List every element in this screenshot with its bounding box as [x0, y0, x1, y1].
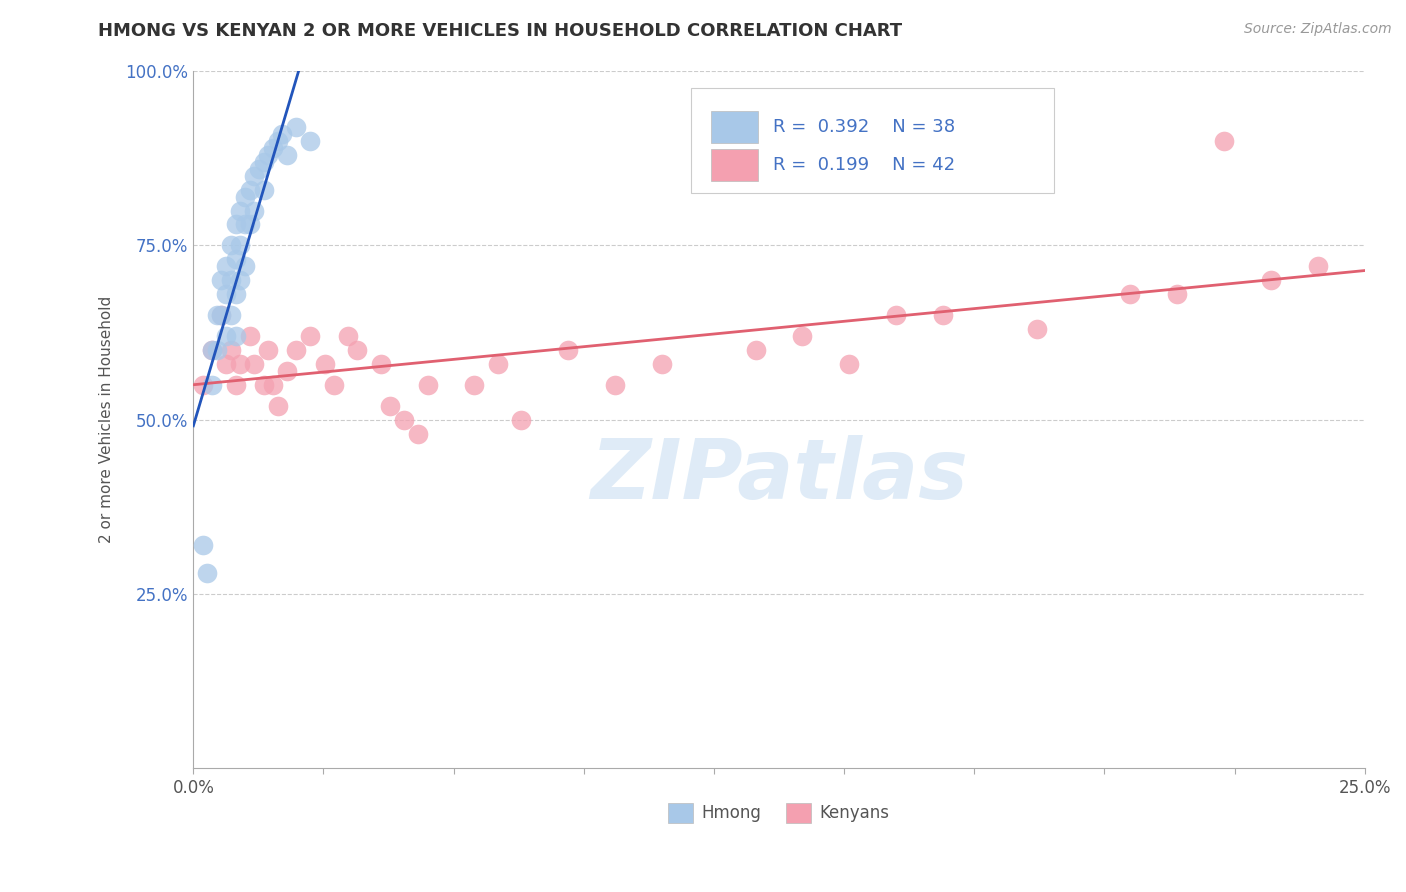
Legend: Hmong, Kenyans: Hmong, Kenyans	[662, 796, 897, 830]
Point	[201, 343, 224, 357]
FancyBboxPatch shape	[711, 112, 758, 143]
Point	[243, 169, 266, 183]
Point	[603, 377, 626, 392]
Point	[233, 189, 256, 203]
Point	[262, 141, 284, 155]
Point	[191, 377, 214, 392]
Point	[276, 147, 298, 161]
Point	[299, 134, 322, 148]
Point	[224, 329, 246, 343]
Point	[285, 343, 308, 357]
Point	[257, 147, 280, 161]
Text: ZIPatlas: ZIPatlas	[591, 435, 967, 516]
Point	[215, 329, 238, 343]
Point	[557, 343, 579, 357]
Point	[243, 203, 266, 218]
Point	[1213, 134, 1236, 148]
Point	[336, 329, 359, 343]
Point	[406, 426, 429, 441]
Point	[1119, 287, 1142, 301]
Point	[224, 252, 246, 267]
Point	[884, 308, 907, 322]
Point	[224, 287, 246, 301]
Point	[219, 273, 242, 287]
Point	[224, 218, 246, 232]
Point	[215, 287, 238, 301]
Point	[219, 343, 242, 357]
Point	[247, 161, 270, 176]
Point	[211, 308, 233, 322]
Point	[463, 377, 485, 392]
Text: Source: ZipAtlas.com: Source: ZipAtlas.com	[1244, 22, 1392, 37]
Point	[314, 357, 336, 371]
Point	[285, 120, 308, 134]
Point	[346, 343, 368, 357]
Point	[238, 218, 260, 232]
Point	[378, 399, 401, 413]
Point	[243, 357, 266, 371]
Point	[205, 343, 228, 357]
Point	[224, 377, 246, 392]
Point	[191, 538, 214, 552]
Point	[370, 357, 392, 371]
Y-axis label: 2 or more Vehicles in Household: 2 or more Vehicles in Household	[100, 296, 114, 543]
FancyBboxPatch shape	[692, 88, 1054, 193]
Text: R =  0.392    N = 38: R = 0.392 N = 38	[773, 118, 955, 136]
Point	[229, 238, 252, 252]
Point	[792, 329, 814, 343]
Point	[197, 566, 219, 580]
Point	[215, 260, 238, 274]
Point	[416, 377, 439, 392]
Point	[201, 343, 224, 357]
Point	[233, 218, 256, 232]
Point	[271, 127, 294, 141]
Point	[211, 273, 233, 287]
Point	[219, 308, 242, 322]
Point	[229, 357, 252, 371]
Point	[322, 377, 344, 392]
Point	[266, 134, 288, 148]
Point	[215, 357, 238, 371]
Point	[1166, 287, 1188, 301]
Point	[392, 412, 415, 426]
Point	[486, 357, 509, 371]
Point	[229, 203, 252, 218]
Point	[932, 308, 955, 322]
Point	[252, 183, 274, 197]
Point	[238, 329, 260, 343]
Point	[233, 260, 256, 274]
Point	[219, 238, 242, 252]
Point	[1025, 322, 1047, 336]
Point	[266, 399, 288, 413]
Point	[838, 357, 860, 371]
Point	[205, 308, 228, 322]
Point	[744, 343, 766, 357]
Point	[262, 377, 284, 392]
Point	[1306, 260, 1329, 274]
FancyBboxPatch shape	[711, 150, 758, 181]
Text: R =  0.199    N = 42: R = 0.199 N = 42	[773, 156, 955, 174]
Point	[257, 343, 280, 357]
Point	[201, 377, 224, 392]
Text: HMONG VS KENYAN 2 OR MORE VEHICLES IN HOUSEHOLD CORRELATION CHART: HMONG VS KENYAN 2 OR MORE VEHICLES IN HO…	[98, 22, 903, 40]
Point	[510, 412, 533, 426]
Point	[1260, 273, 1282, 287]
Point	[252, 377, 274, 392]
Point	[299, 329, 322, 343]
Point	[276, 364, 298, 378]
Point	[252, 154, 274, 169]
Point	[229, 273, 252, 287]
Point	[651, 357, 673, 371]
Point	[211, 308, 233, 322]
Point	[238, 183, 260, 197]
